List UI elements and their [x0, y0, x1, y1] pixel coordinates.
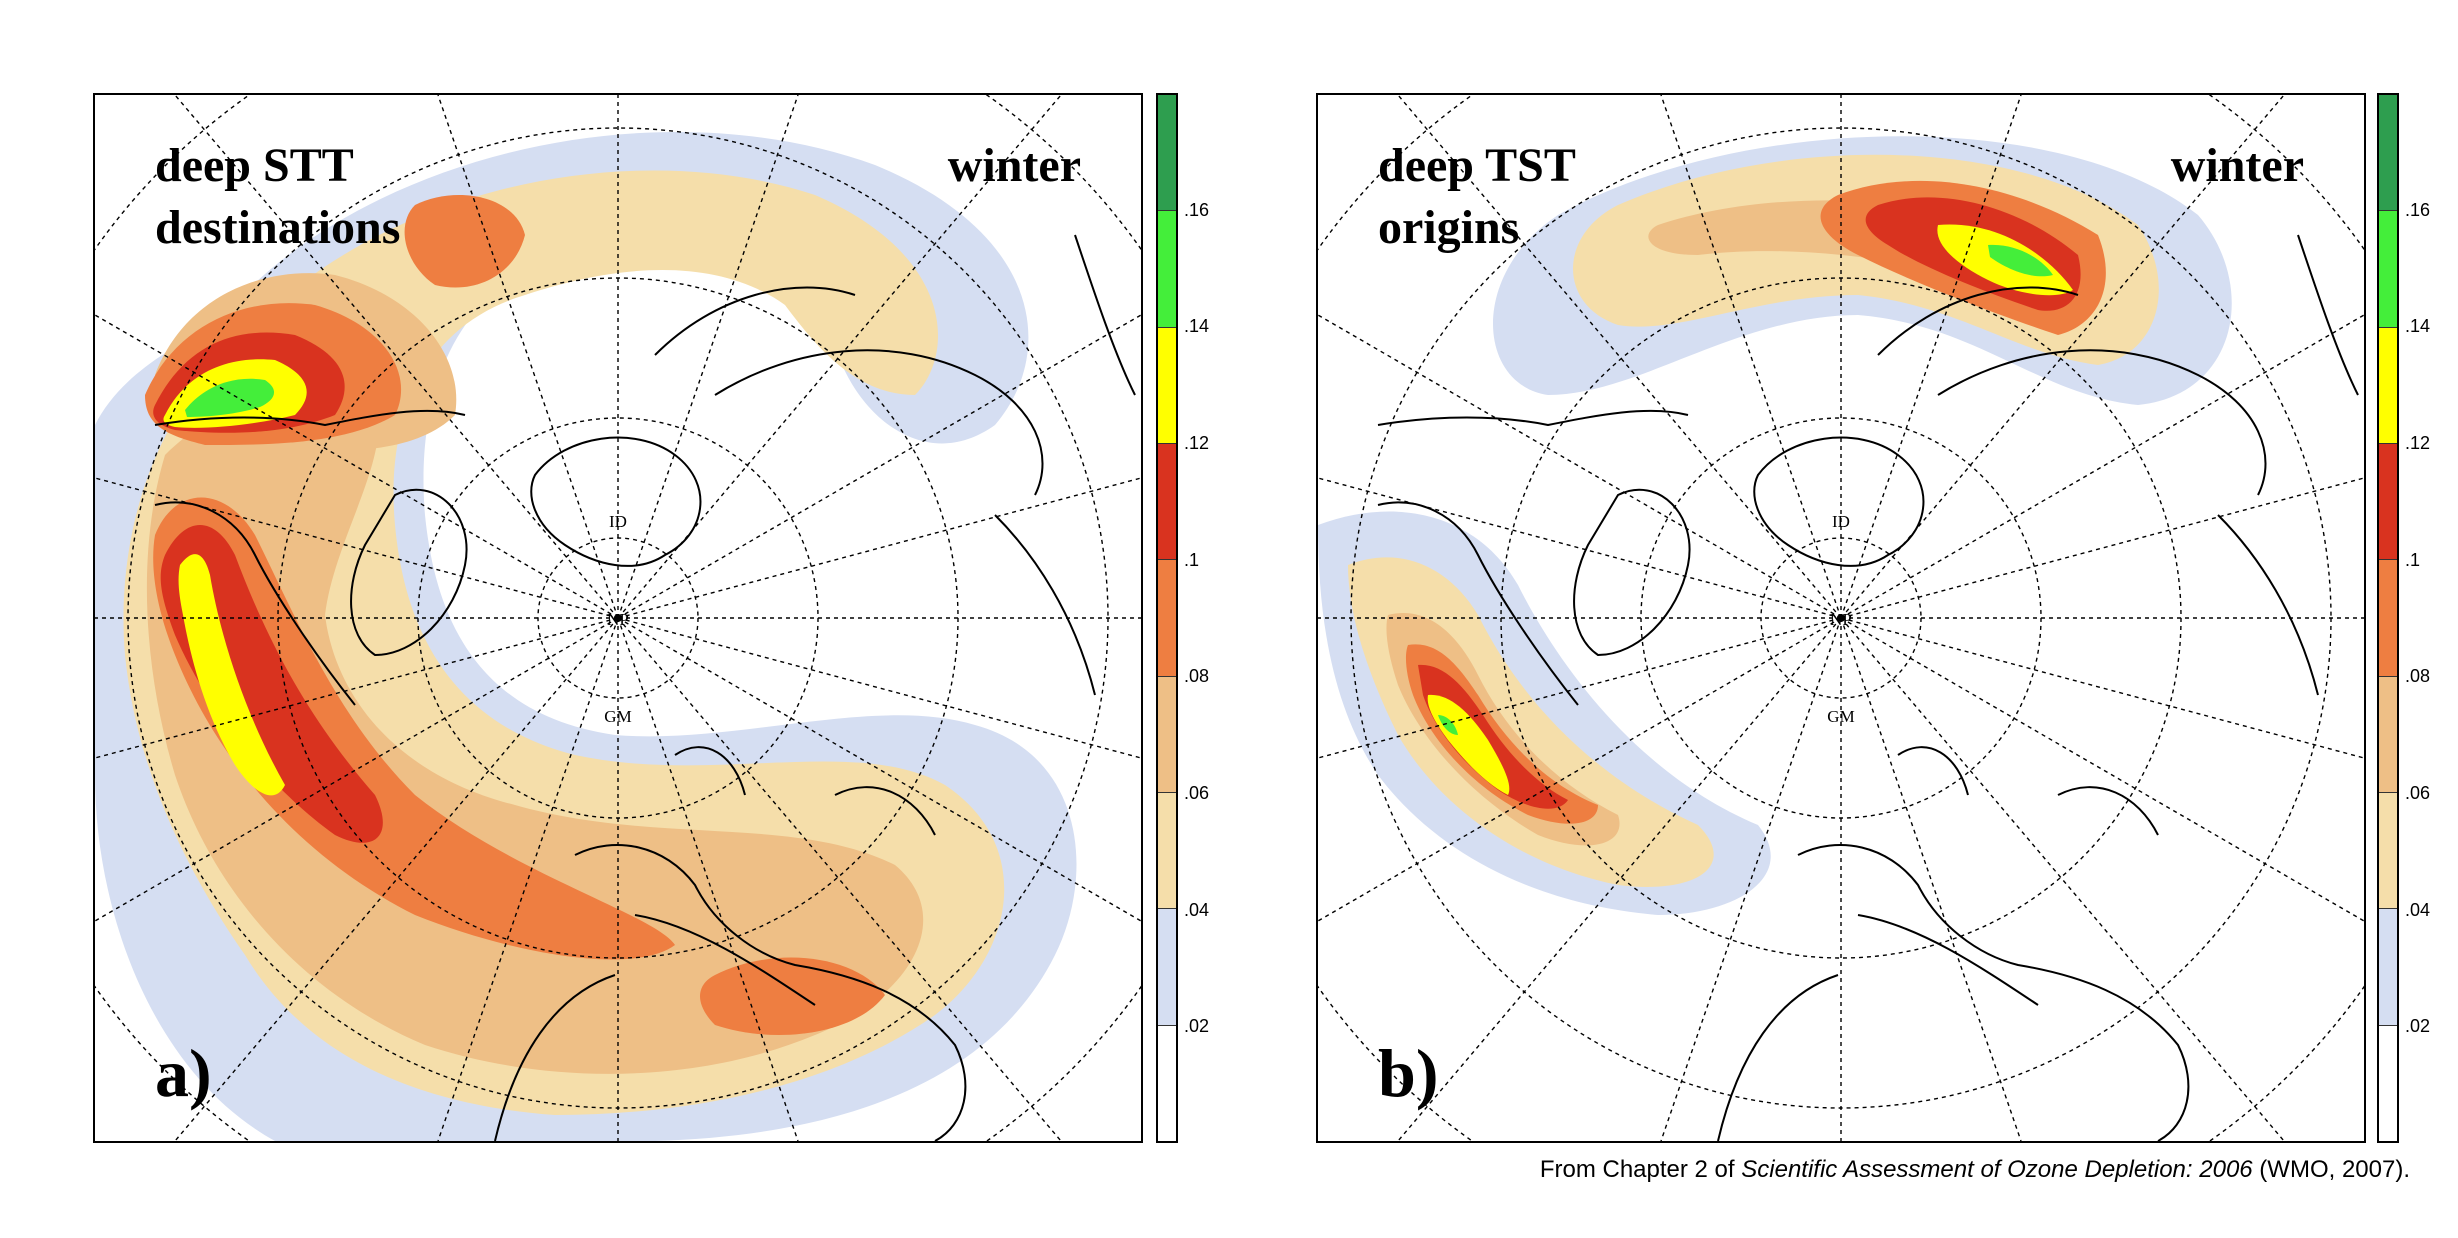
map-panel-b: NP GM ID deep TST origins winter b): [1316, 93, 2366, 1143]
colorbar-bin: [2379, 443, 2397, 559]
meridian-label-a: GM: [604, 707, 631, 726]
colorbar-bin: [2379, 559, 2397, 675]
dateline-label-b: ID: [1832, 512, 1850, 531]
colorbar-tick-label: .16: [1184, 201, 1209, 219]
colorbar-tick-label: .02: [1184, 1017, 1209, 1035]
colorbar-tick-label: .1: [1184, 551, 1199, 569]
colorbar-tick-label: .12: [1184, 434, 1209, 452]
source-suffix: (WMO, 2007).: [2253, 1156, 2410, 1183]
colorbar-tick-label: .04: [1184, 901, 1209, 919]
colorbar-bin: [1158, 908, 1176, 1024]
colorbar-bin: [2379, 676, 2397, 792]
panel-season-a: winter: [948, 135, 1081, 197]
panel-title-a-line1: deep STT: [155, 135, 400, 197]
panel-season-b: winter: [2171, 135, 2304, 197]
source-prefix: From Chapter 2 of: [1540, 1156, 1741, 1183]
colorbar-tick-label: .1: [2405, 551, 2420, 569]
colorbar-bin: [1158, 443, 1176, 559]
panel-title-b-line1: deep TST: [1378, 135, 1576, 197]
colorbar-bin: [2379, 210, 2397, 326]
colorbar-tick-label: .06: [1184, 784, 1209, 802]
colorbar-b: [2377, 93, 2399, 1143]
panel-title-a-line2: destinations: [155, 197, 400, 259]
colorbar-tick-label: .08: [1184, 667, 1209, 685]
colorbar-tick-label: .12: [2405, 434, 2430, 452]
colorbar-bin: [1158, 676, 1176, 792]
colorbar-bin: [1158, 792, 1176, 908]
colorbar-bin: [2379, 1025, 2397, 1141]
colorbar-bin: [1158, 95, 1176, 210]
colorbar-tick-label: .02: [2405, 1017, 2430, 1035]
colorbar-tick-label: .04: [2405, 901, 2430, 919]
panel-title-b-line2: origins: [1378, 197, 1576, 259]
colorbar-tick-label: .14: [1184, 317, 1209, 335]
colorbar-bin: [2379, 908, 2397, 1024]
panel-title-a: deep STT destinations: [155, 135, 400, 259]
colorbar-a: [1156, 93, 1178, 1143]
pole-label-a: NP: [607, 610, 629, 629]
panel-letter-b: b): [1378, 1034, 1438, 1113]
colorbar-bin: [1158, 210, 1176, 326]
colorbar-tick-label: .08: [2405, 667, 2430, 685]
pole-label-b: NP: [1830, 610, 1852, 629]
dateline-label-a: ID: [609, 512, 627, 531]
colorbar-bin: [1158, 559, 1176, 675]
colorbar-tick-label: .14: [2405, 317, 2430, 335]
colorbar-bin: [1158, 1025, 1176, 1141]
panel-letter-a: a): [155, 1034, 212, 1113]
colorbar-bin: [1158, 327, 1176, 443]
map-panel-a: NP GM ID deep STT destinations winter a): [93, 93, 1143, 1143]
colorbar-bin: [2379, 95, 2397, 210]
source-note: From Chapter 2 of Scientific Assessment …: [1540, 1156, 2410, 1184]
source-title: Scientific Assessment of Ozone Depletion…: [1741, 1156, 2252, 1183]
colorbar-bin: [2379, 792, 2397, 908]
meridian-label-b: GM: [1827, 707, 1854, 726]
colorbar-tick-label: .06: [2405, 784, 2430, 802]
panel-title-b: deep TST origins: [1378, 135, 1576, 259]
colorbar-bin: [2379, 327, 2397, 443]
colorbar-tick-label: .16: [2405, 201, 2430, 219]
